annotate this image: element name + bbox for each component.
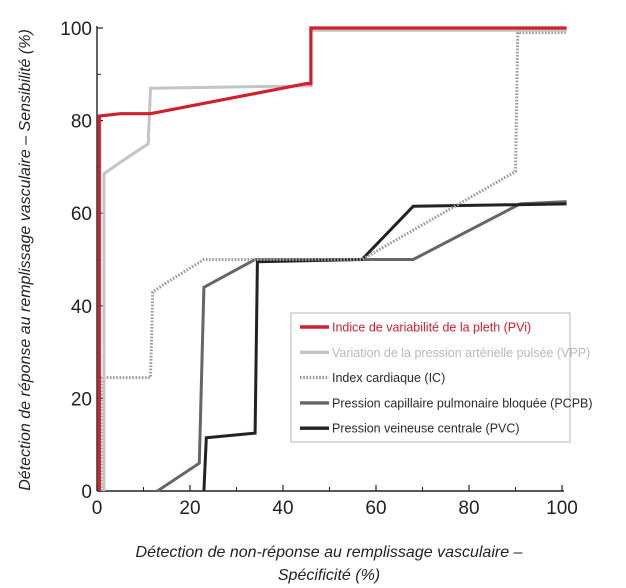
y-tick-label: 60: [71, 204, 92, 225]
y-tick-label: 100: [60, 19, 92, 40]
legend-label: Indice de variabilité de la pleth (PVi): [332, 321, 531, 335]
y-axis-title: Détection de réponse au remplissage vasc…: [17, 29, 34, 491]
series-layer: [97, 26, 567, 493]
y-tick-label: 40: [71, 297, 92, 318]
x-axis-title-line-1: Détection de non-réponse au remplissage …: [136, 544, 523, 561]
x-tick-label: 40: [272, 498, 293, 519]
series-line-3: [100, 31, 567, 491]
axis-ticks: 0 20 40 60 80 100 0 20 40 60 80 100: [60, 19, 578, 519]
x-tick-label: 20: [179, 498, 200, 519]
x-tick-label: 0: [92, 498, 103, 519]
series-line-1: [97, 26, 567, 491]
x-tick-label: 100: [546, 498, 578, 519]
series-line-2: [102, 28, 567, 491]
legend-label: Pression veineuse centrale (PVC): [332, 422, 520, 436]
y-tick-label: 80: [71, 112, 92, 133]
legend: Indice de variabilité de la pleth (PVi) V…: [290, 312, 593, 443]
y-tick-label: 20: [71, 389, 92, 410]
legend-label: Pression capillaire pulmonaire bloquée (…: [332, 396, 593, 410]
x-tick-label: 80: [458, 498, 479, 519]
legend-label: Index cardiaque (IC): [332, 371, 445, 385]
legend-box: [290, 312, 571, 443]
x-axis-title-line-2: Spécificité (%): [278, 567, 380, 584]
y-tick-label: 0: [81, 482, 92, 503]
axis-titles: Détection de réponse au remplissage vasc…: [17, 29, 523, 584]
legend-label: Variation de la pression artérielle puls…: [332, 346, 590, 360]
axes: [96, 26, 564, 492]
x-tick-label: 60: [365, 498, 386, 519]
series-line-5: [202, 202, 567, 492]
